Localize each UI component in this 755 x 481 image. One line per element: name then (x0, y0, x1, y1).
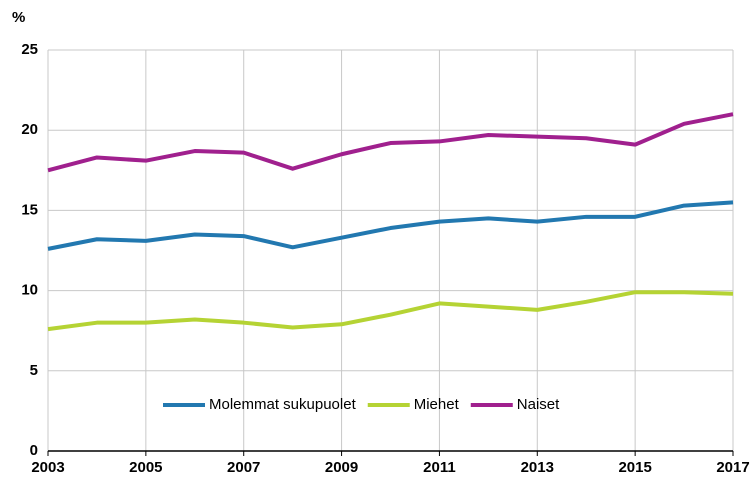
y-tick-label: 20 (21, 121, 38, 138)
legend-label: Naiset (517, 396, 560, 413)
x-tick-label: 2007 (227, 459, 260, 476)
y-tick-label: 5 (30, 362, 38, 379)
y-tick-label: 10 (21, 282, 38, 299)
x-tick-label: 2009 (325, 459, 358, 476)
legend: Molemmat sukupuolet Miehet Naiset (163, 396, 560, 413)
legend-label: Molemmat sukupuolet (209, 396, 357, 413)
x-tick-label: 2005 (129, 459, 162, 476)
series-line (47, 200, 734, 251)
y-axis-label: % (12, 9, 25, 26)
y-tick-label: 0 (30, 442, 38, 459)
x-tick-label: 2017 (716, 459, 749, 476)
x-tick-label: 2015 (618, 459, 651, 476)
series-line (47, 112, 734, 173)
x-tick-label: 2011 (423, 459, 456, 476)
y-tick-label: 25 (21, 41, 38, 58)
legend-label: Miehet (414, 396, 460, 413)
x-tick-label: 2003 (31, 459, 64, 476)
x-tick-label: 2013 (521, 459, 554, 476)
y-tick-label: 15 (21, 201, 38, 218)
series-line (47, 290, 734, 332)
